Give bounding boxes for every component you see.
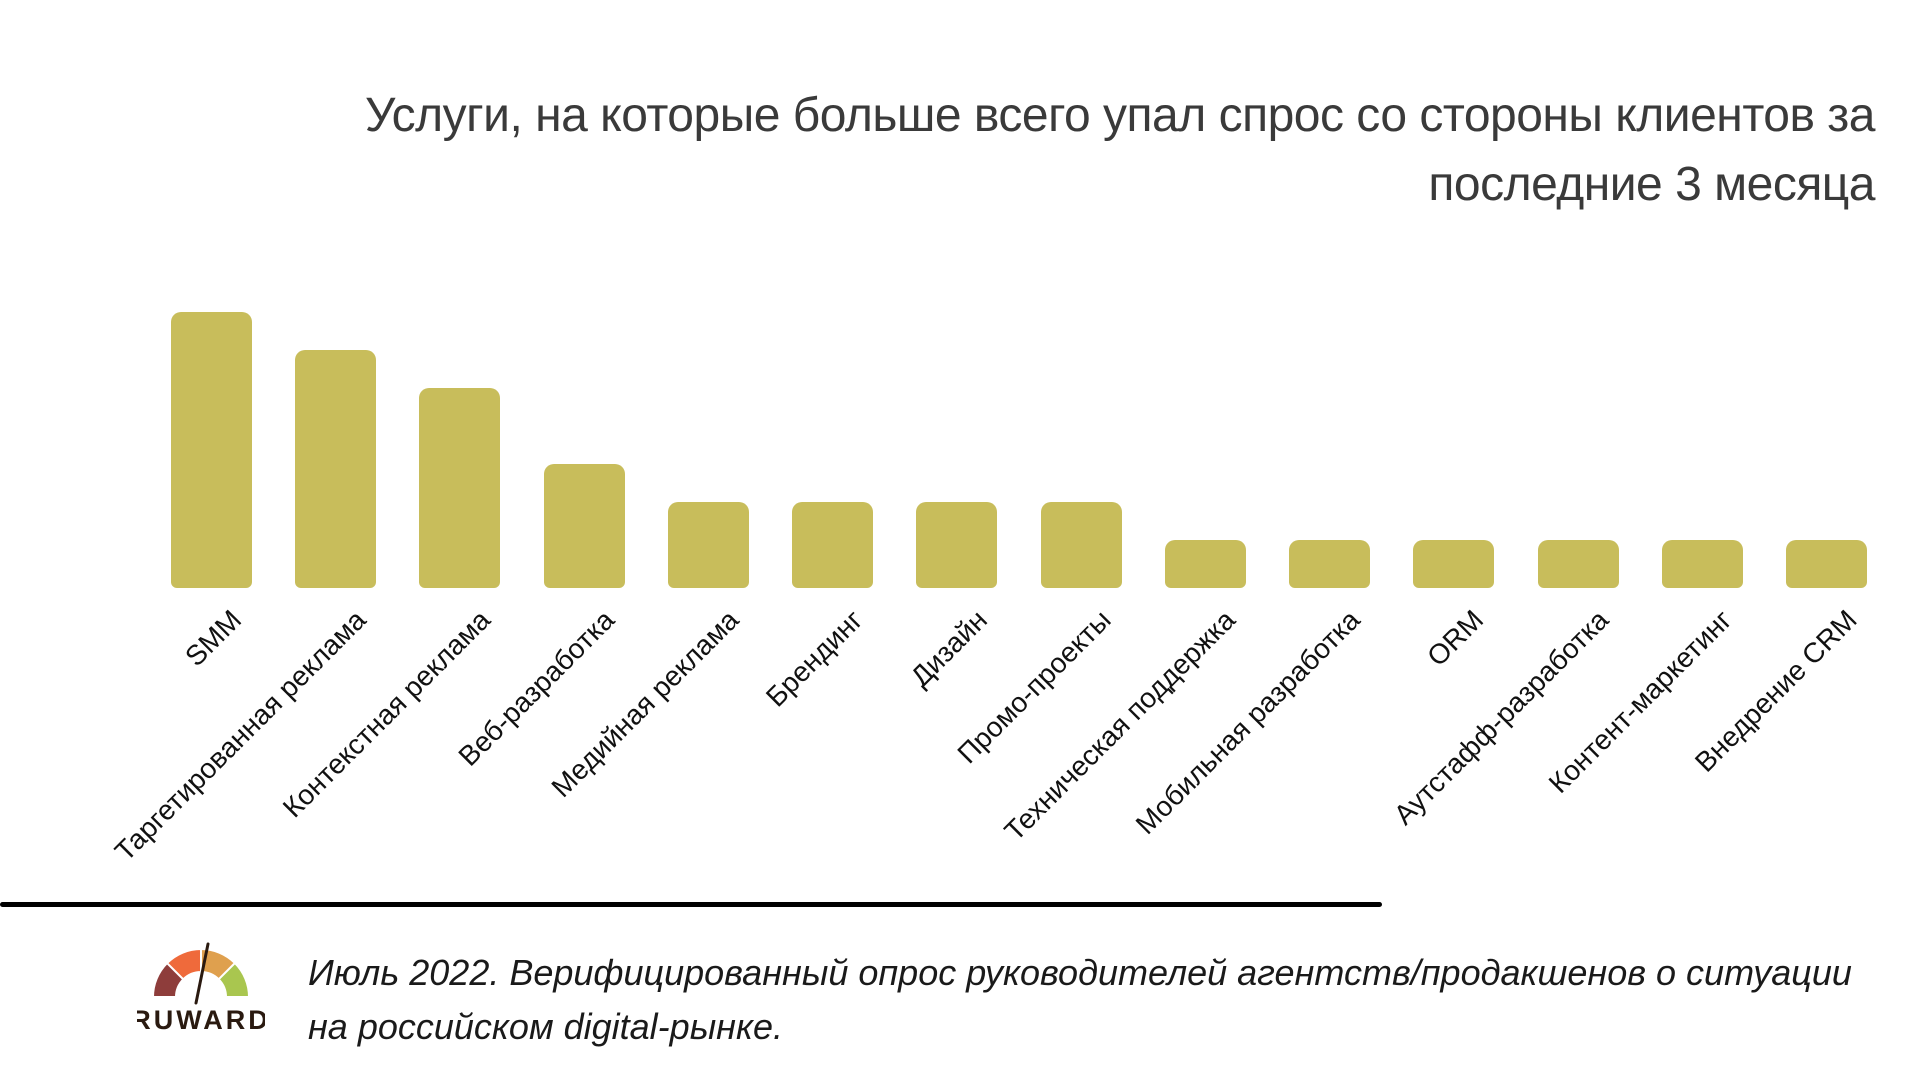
bar-3 <box>419 388 501 588</box>
bar-6 <box>792 502 874 588</box>
source-caption-line-2: на российском digital-рынке. <box>308 1006 784 1047</box>
bar-13 <box>1661 540 1743 588</box>
bar-label-7: Дизайн <box>904 604 993 693</box>
bar-label-2: Таргетированная реклама <box>108 604 372 867</box>
gauge-segment-4 <box>217 961 251 998</box>
footer-divider-line <box>0 902 1382 907</box>
source-caption-line-1: Июль 2022. Верифицированный опрос руково… <box>308 952 1852 993</box>
gauge-needle <box>194 942 210 1005</box>
bar-5 <box>667 502 749 588</box>
bar-1 <box>171 312 252 588</box>
bar-4 <box>543 464 625 588</box>
bar-label-1: SMM <box>179 604 248 673</box>
source-caption: Июль 2022. Верифицированный опрос руково… <box>308 946 1868 1054</box>
bar-label-3: Контекстная реклама <box>276 604 496 824</box>
ruward-wordmark: RUWARD <box>137 1005 265 1033</box>
bar-14 <box>1785 540 1867 588</box>
bar-label-10: Мобильная разработка <box>1129 604 1366 841</box>
bar-2 <box>295 350 377 588</box>
bar-label-12: Аутстафф-разработка <box>1387 604 1614 831</box>
bar-label-6: Брендинг <box>759 604 869 713</box>
bar-12 <box>1537 540 1619 588</box>
chart-title-line-2: последние 3 месяца <box>1428 157 1875 211</box>
chart-title: Услуги, на которые больше всего упал спр… <box>135 82 1876 219</box>
bar-9 <box>1164 540 1246 588</box>
bar-7 <box>916 502 998 588</box>
bar-8 <box>1040 502 1122 588</box>
bar-11 <box>1413 540 1495 588</box>
gauge-icon <box>151 942 251 1005</box>
bar-10 <box>1289 540 1371 588</box>
bar-label-11: ORM <box>1421 604 1490 673</box>
bar-label-9: Техническая поддержка <box>998 604 1242 847</box>
chart-title-line-1: Услуги, на которые больше всего упал спр… <box>364 89 1876 142</box>
ruward-logo: RUWARD <box>137 942 265 1033</box>
